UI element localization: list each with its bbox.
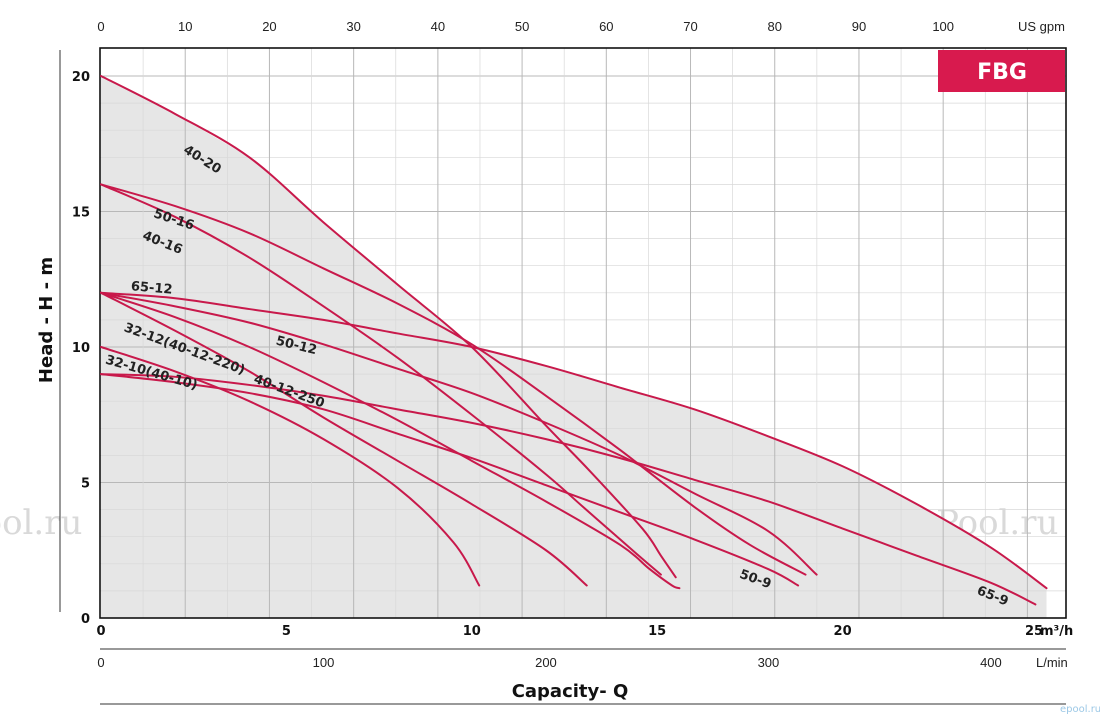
top-tick-label: 20: [262, 19, 276, 34]
top-tick-label: 10: [178, 19, 192, 34]
lmin-tick-label: 200: [535, 655, 557, 670]
curve-65-12: [100, 291, 1048, 590]
top-axis-ticks-gpm: 0 10 20 30 40 50 60 70 80 90 100: [97, 19, 954, 34]
x-tick-label: 20: [834, 624, 852, 639]
curve-40-16: [100, 183, 662, 576]
pump-curves: [100, 75, 1048, 606]
x-tick-label: 0: [96, 624, 105, 639]
top-tick-label: 60: [599, 19, 613, 34]
x-tick-label: 10: [463, 624, 481, 639]
curve-40-12-250: [100, 291, 681, 590]
y-tick-label: 0: [81, 612, 90, 627]
top-tick-label: 90: [852, 19, 866, 34]
y-tick-label: 5: [81, 477, 90, 492]
curve-32-12-40-12-220-: [100, 291, 588, 587]
top-tick-label: 30: [346, 19, 360, 34]
y-axis-title: Head - H - m: [36, 257, 57, 383]
top-tick-label: 80: [768, 19, 782, 34]
top-tick-label: 70: [683, 19, 697, 34]
curve-50-9: [100, 373, 800, 587]
model-badge: FBG: [938, 50, 1065, 92]
x-tick-label: 5: [282, 624, 291, 639]
lmin-axis-unit: L/min: [1036, 655, 1068, 670]
y-tick-label: 20: [72, 70, 90, 85]
y-axis-ticks: 0 5 10 15 20: [72, 70, 90, 627]
x-axis-ticks-m3h: 0 5 10 15 20 25: [96, 624, 1043, 639]
lmin-tick-label: 0: [97, 655, 104, 670]
lmin-tick-label: 300: [758, 655, 780, 670]
watermark-text: ePool.ru: [0, 503, 82, 543]
bottom-axis-ticks-lmin: 0 100 200 300 400: [97, 655, 1001, 670]
badge-label: FBG: [977, 60, 1027, 85]
top-tick-label: 50: [515, 19, 529, 34]
curve-50-16: [100, 183, 807, 576]
curve-label: 65-12: [130, 279, 173, 298]
curve-65-9: [100, 373, 1037, 606]
corner-watermark: epool.ru: [1060, 704, 1100, 715]
x-tick-label: 15: [648, 624, 666, 639]
lmin-tick-label: 100: [313, 655, 335, 670]
y-tick-label: 15: [72, 206, 90, 221]
y-tick-label: 10: [72, 341, 90, 356]
top-tick-label: 0: [97, 19, 104, 34]
curve-50-12: [100, 291, 818, 576]
top-axis-unit: US gpm: [1018, 19, 1065, 34]
x-axis-title: Capacity- Q: [512, 681, 629, 702]
plot-frame: [99, 47, 1067, 619]
x-axis-unit: m³/h: [1040, 624, 1073, 639]
curve-32-10-40-10-: [100, 346, 481, 587]
badge-background: [938, 50, 1065, 92]
top-tick-label: 40: [431, 19, 445, 34]
lmin-tick-label: 400: [980, 655, 1002, 670]
x-tick-label: 25: [1025, 624, 1043, 639]
top-tick-label: 100: [932, 19, 954, 34]
